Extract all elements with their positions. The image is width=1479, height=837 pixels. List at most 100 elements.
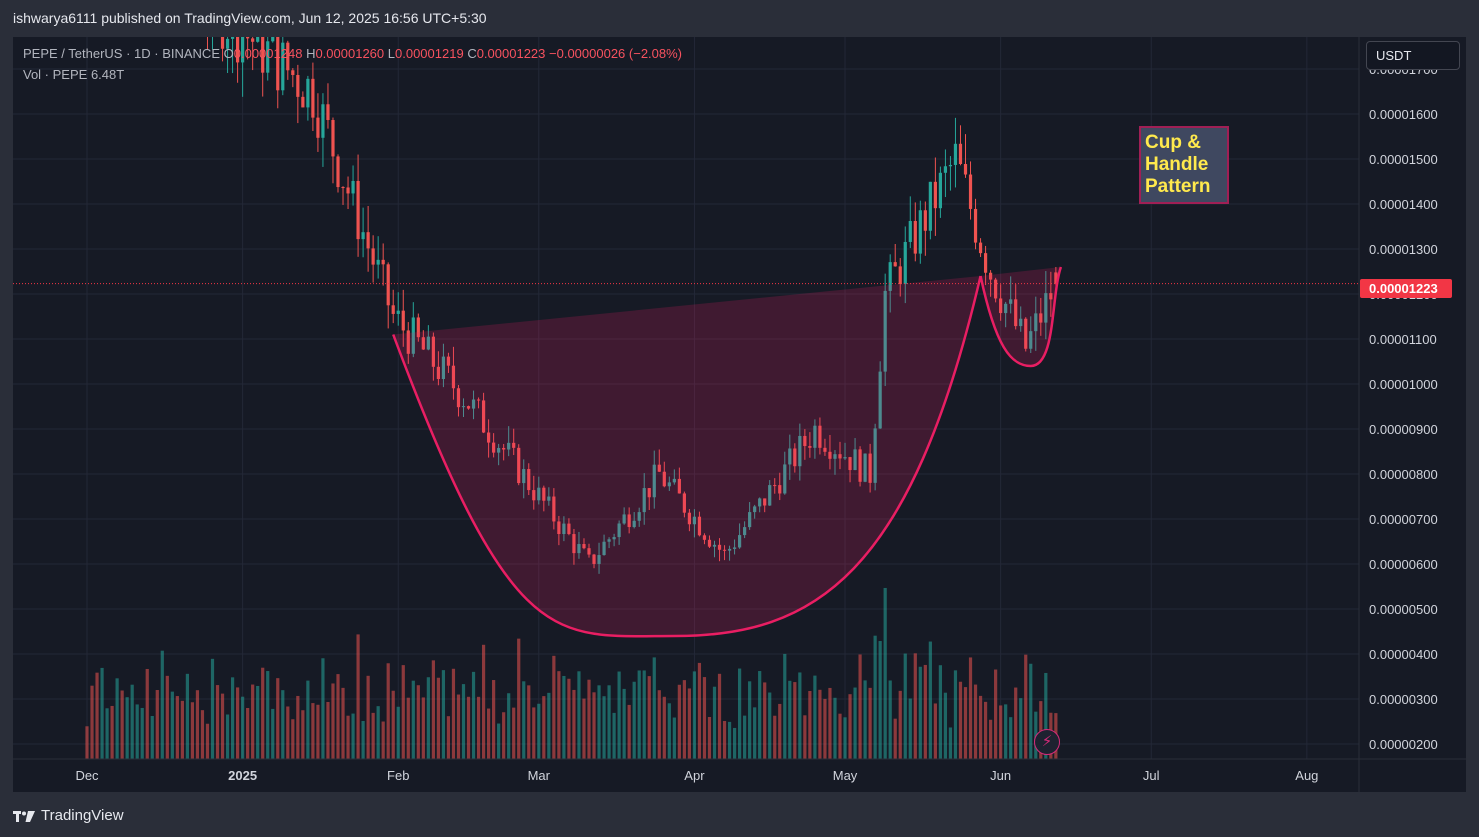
volume-bar: [386, 663, 390, 759]
cup-outline: [392, 275, 982, 638]
lightning-icon[interactable]: ⚡: [1034, 729, 1060, 755]
volume-bar: [251, 684, 255, 759]
candle-body: [903, 241, 907, 285]
volume-bar: [642, 670, 646, 759]
candle-body: [848, 457, 852, 471]
candle-body: [753, 506, 757, 513]
candle-body: [788, 448, 792, 465]
y-tick-label: 0.00000700: [1369, 512, 1438, 527]
candle-body: [963, 164, 968, 175]
candle-body: [682, 493, 686, 513]
volume-bar: [341, 687, 345, 759]
candle-body: [562, 523, 566, 535]
volume-bar: [903, 653, 907, 759]
candle-body: [743, 527, 747, 536]
tradingview-logo[interactable]: TradingView: [13, 807, 124, 824]
volume-bar: [466, 696, 471, 759]
candle-body: [913, 221, 917, 254]
volume-bar: [230, 677, 235, 759]
change-value: −0.00000026 (−2.08%): [549, 46, 683, 61]
volume-bar: [582, 698, 586, 759]
volume-bar: [848, 694, 852, 759]
volume-bar: [773, 715, 777, 759]
pattern-annotation[interactable]: Cup & Handle Pattern: [1139, 126, 1229, 204]
candle-body: [793, 448, 797, 467]
currency-button[interactable]: USDT: [1366, 41, 1460, 70]
x-tick-label: May: [833, 768, 858, 783]
volume-bar: [798, 672, 802, 759]
footer: [0, 793, 1479, 837]
volume-bar: [994, 669, 998, 759]
candle-body: [276, 37, 280, 91]
candle-body: [532, 490, 536, 501]
annotation-line-3: Pattern: [1145, 176, 1211, 197]
candle-body: [672, 478, 676, 483]
handle-fill: [980, 267, 1061, 366]
candle-body: [306, 78, 310, 108]
candle-body: [818, 425, 822, 448]
x-tick-label: Aug: [1295, 768, 1318, 783]
volume-bar: [316, 704, 320, 759]
candle-body: [497, 447, 501, 453]
volume-bar: [502, 712, 506, 759]
volume-bar: [351, 713, 355, 759]
candle-body: [1029, 331, 1033, 349]
volume-bar: [768, 692, 772, 759]
volume-bar: [748, 681, 752, 759]
candle-body: [999, 298, 1003, 314]
volume-bar: [441, 670, 446, 759]
candle-body: [451, 365, 456, 389]
volume-bar: [522, 681, 526, 759]
high-label: H: [306, 46, 316, 61]
volume-bar: [115, 678, 119, 759]
candle-body: [697, 516, 702, 536]
volume-bar: [476, 696, 481, 759]
volume-bar: [547, 692, 551, 759]
candle-body: [266, 41, 270, 73]
candle-body: [808, 446, 812, 448]
volume-bar: [411, 680, 415, 759]
volume-bar: [562, 675, 566, 759]
candle-body: [983, 253, 988, 273]
low-label: L: [387, 46, 395, 61]
volume-bar: [205, 723, 210, 759]
volume-bar: [838, 713, 842, 759]
volume-bar: [898, 690, 902, 759]
volume-bar: [918, 666, 922, 759]
volume-bar: [672, 717, 676, 759]
volume-bar: [657, 690, 661, 759]
x-tick-label: Mar: [528, 768, 551, 783]
candle-body: [647, 488, 651, 498]
volume-bar: [421, 697, 425, 759]
volume-bar: [968, 657, 973, 759]
volume-bar: [271, 708, 275, 759]
volume-bar: [236, 687, 240, 759]
candle-body: [557, 521, 561, 535]
candle-body: [281, 42, 285, 91]
candle-body: [577, 544, 581, 554]
volume-bar: [110, 705, 114, 759]
candle-body: [487, 432, 491, 443]
volume-bar: [632, 681, 636, 759]
volume-bar: [140, 707, 144, 759]
candle-body: [597, 555, 601, 564]
candle-body: [361, 232, 365, 240]
candle-body: [311, 78, 315, 118]
candle-body: [507, 442, 511, 450]
candle-body: [938, 172, 942, 209]
volume-label[interactable]: Vol · PEPE: [23, 67, 88, 82]
y-tick-label: 0.00000400: [1369, 647, 1438, 662]
volume-bar: [938, 665, 942, 759]
last-price-tag: 0.00001223: [1360, 279, 1452, 298]
candle-body: [607, 539, 611, 542]
volume-bar: [567, 678, 571, 759]
symbol-label[interactable]: PEPE / TetherUS · 1D · BINANCE: [23, 46, 220, 61]
volume-bar: [743, 715, 747, 759]
volume-bar: [381, 721, 385, 759]
volume-bar: [331, 683, 335, 759]
volume-bar: [753, 707, 757, 759]
volume-bar: [913, 653, 917, 759]
volume-bar: [150, 715, 154, 759]
volume-bar: [190, 702, 195, 759]
